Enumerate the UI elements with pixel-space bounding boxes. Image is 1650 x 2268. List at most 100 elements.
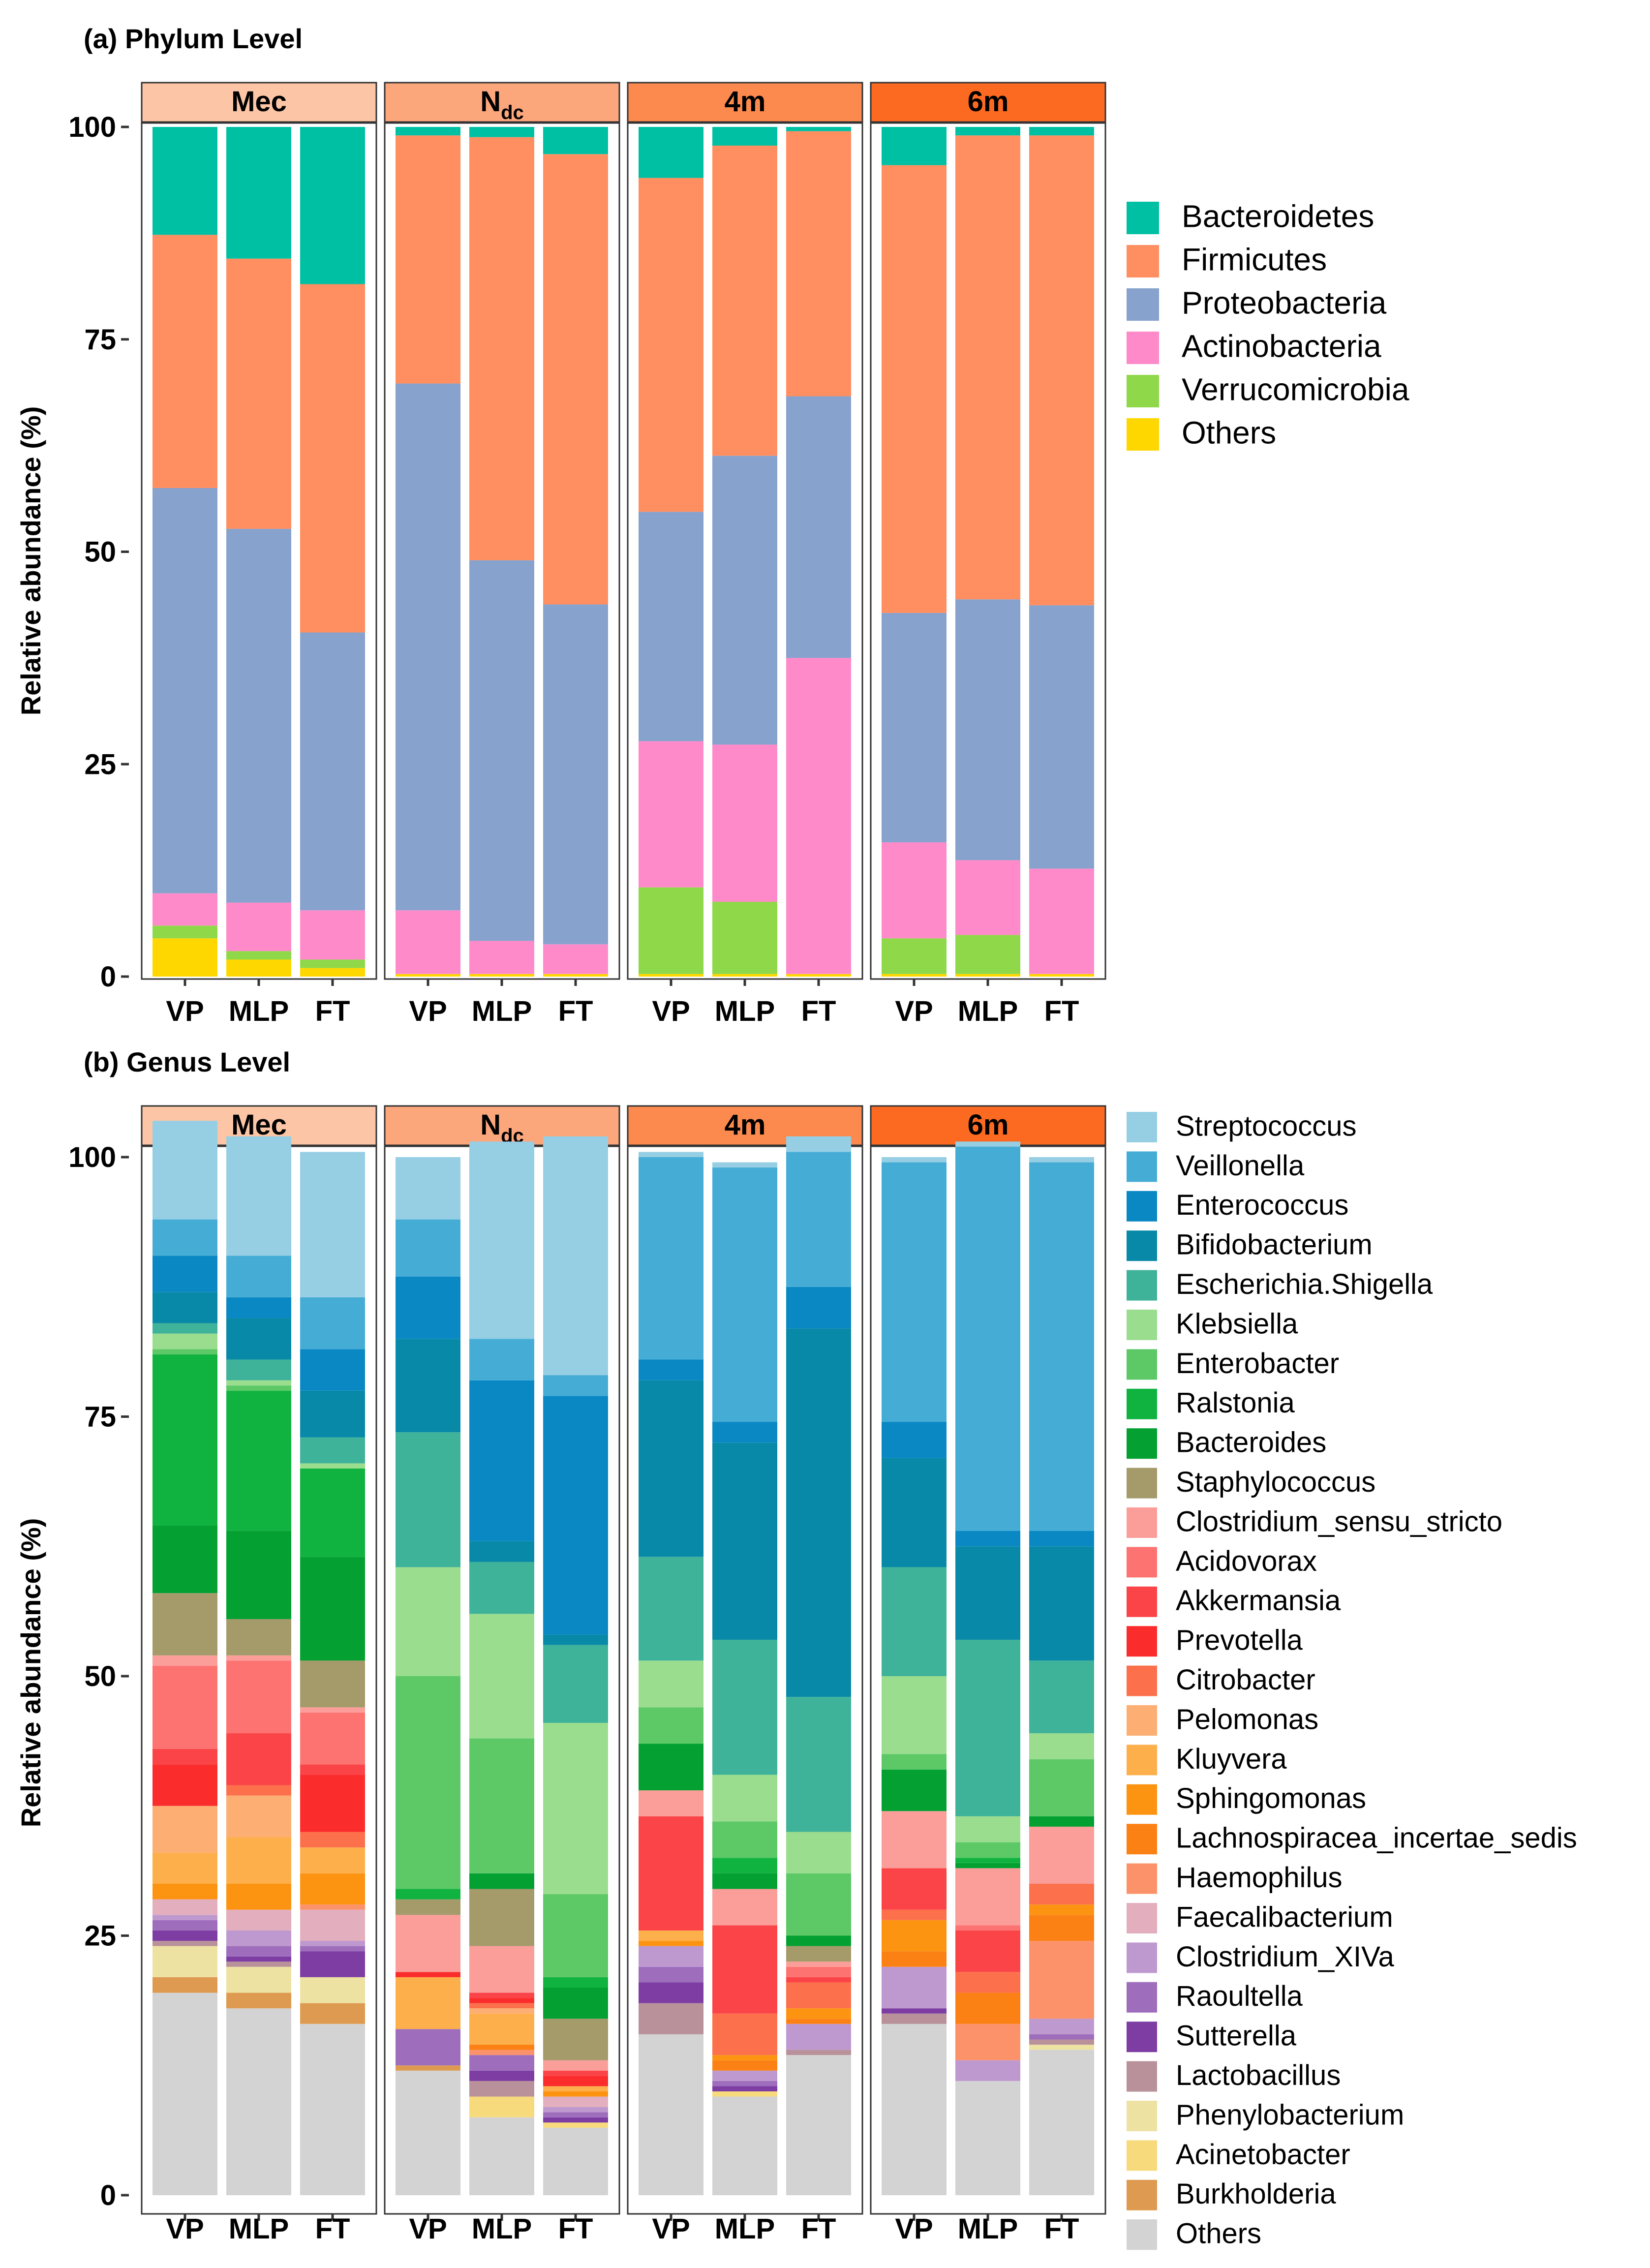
legend-label-raoultella: Raoultella xyxy=(1176,1980,1303,2012)
bar-ndc-vp-bacteroidetes xyxy=(396,127,460,136)
bar-mec-vp-streptococcus xyxy=(153,1121,217,1220)
bar-4m-ft-bacteroides xyxy=(786,1935,851,1946)
x-tick-label-mec-ft: FT xyxy=(315,2213,350,2245)
bar-6m-ft-streptococcus xyxy=(1029,1157,1094,1163)
bar-4m-mlp-raoultella xyxy=(712,2081,777,2086)
bar-ndc-vp-others xyxy=(396,974,460,977)
bar-6m-vp-clostridium-sensu-stricto xyxy=(882,1811,947,1869)
x-tick-label-ndc-vp: VP xyxy=(409,2213,447,2245)
bar-mec-vp-escherichia-shigella xyxy=(153,1323,217,1334)
bar-mec-vp-verrucomicrobia xyxy=(153,925,217,939)
legend-swatch-clostridium-xiva xyxy=(1127,1942,1157,1973)
y-tick-label-75: 75 xyxy=(84,324,116,356)
bar-ndc-vp-others xyxy=(396,2070,460,2195)
bar-4m-ft-proteobacteria xyxy=(786,396,851,658)
legend-swatch-klebsiella xyxy=(1127,1310,1157,1340)
legend-label-faecalibacterium: Faecalibacterium xyxy=(1176,1901,1393,1933)
bar-4m-ft-sphingomonas xyxy=(786,2008,851,2019)
bar-6m-mlp-lachnospiracea-incertae-sedis xyxy=(955,1992,1020,2024)
bar-6m-ft-clostridium-sensu-stricto xyxy=(1029,1826,1094,1884)
bar-mec-vp-faecalibacterium xyxy=(153,1899,217,1915)
legend-swatch-streptococcus xyxy=(1127,1112,1157,1142)
x-tick-label-4m-mlp: MLP xyxy=(715,2213,775,2245)
bar-ndc-mlp-staphylococcus xyxy=(469,1889,534,1946)
y-axis-label: Relative abundance (%) xyxy=(15,1518,46,1828)
legend-swatch-lachnospiracea-incertae-sedis xyxy=(1127,1824,1157,1855)
bar-6m-mlp-clostridium-xiva xyxy=(955,2060,1020,2081)
bar-4m-mlp-bacteroidetes xyxy=(712,127,777,146)
bar-mec-mlp-phenylobacterium xyxy=(226,1966,291,1993)
bar-ndc-ft-enterobacter xyxy=(543,1894,608,1977)
bar-6m-mlp-klebsiella xyxy=(955,1816,1020,1842)
bar-4m-ft-others xyxy=(786,2055,851,2195)
bar-6m-mlp-others xyxy=(955,974,1020,977)
legend-swatch-escherichia-shigella xyxy=(1127,1270,1157,1301)
bar-mec-mlp-sutterella xyxy=(226,1956,291,1962)
bar-6m-vp-bacteroidetes xyxy=(882,127,947,165)
bar-6m-ft-firmicutes xyxy=(1029,135,1094,606)
bar-6m-vp-enterococcus xyxy=(882,1422,947,1458)
bar-ndc-mlp-veillonella xyxy=(469,1339,534,1380)
bar-6m-ft-proteobacteria xyxy=(1029,605,1094,869)
bar-6m-ft-others xyxy=(1029,2050,1094,2195)
legend-label-verrucomicrobia: Verrucomicrobia xyxy=(1182,371,1409,407)
bar-mec-vp-ralstonia xyxy=(153,1354,217,1526)
bar-mec-mlp-verrucomicrobia xyxy=(226,951,291,960)
bar-mec-ft-bifidobacterium xyxy=(300,1390,365,1438)
bar-4m-vp-raoultella xyxy=(639,1966,703,1983)
bar-mec-vp-phenylobacterium xyxy=(153,1946,217,1977)
x-tick-label-mec-ft: FT xyxy=(315,995,350,1027)
legend-label-proteobacteria: Proteobacteria xyxy=(1182,285,1387,320)
bar-4m-mlp-enterobacter xyxy=(712,1821,777,1858)
y-tick-label-25: 25 xyxy=(84,748,116,780)
bar-ndc-mlp-citrobacter xyxy=(469,2003,534,2009)
legend-swatch-prevotella xyxy=(1127,1626,1157,1657)
x-tick-label-4m-vp: VP xyxy=(652,2213,690,2245)
bar-4m-mlp-others xyxy=(712,2096,777,2195)
x-tick-label-4m-ft: FT xyxy=(801,2213,836,2245)
bar-6m-mlp-bifidobacterium xyxy=(955,1546,1020,1640)
legend-swatch-akkermansia xyxy=(1127,1586,1157,1617)
legend-swatch-pelomonas xyxy=(1127,1705,1157,1736)
bar-ndc-ft-clostridium-sensu-stricto xyxy=(543,2060,608,2071)
bar-6m-ft-klebsiella xyxy=(1029,1733,1094,1759)
y-tick-label-75: 75 xyxy=(84,1401,116,1433)
bar-6m-vp-bifidobacterium xyxy=(882,1458,947,1567)
bar-4m-mlp-others xyxy=(712,974,777,977)
bar-mec-ft-klebsiella xyxy=(300,1463,365,1469)
legend-label-clostridium-sensu-stricto: Clostridium_sensu_stricto xyxy=(1176,1505,1502,1537)
bar-4m-mlp-acinetobacter xyxy=(712,2091,777,2097)
bar-mec-vp-kluyvera xyxy=(153,1852,217,1884)
bar-mec-vp-proteobacteria xyxy=(153,488,217,893)
bar-mec-ft-acidovorax xyxy=(300,1712,365,1765)
bar-ndc-mlp-raoultella xyxy=(469,2055,534,2071)
facet-label-6m: 6m xyxy=(968,1109,1009,1141)
bar-mec-mlp-kluyvera xyxy=(226,1837,291,1884)
bar-mec-vp-raoultella xyxy=(153,1920,217,1931)
bar-ndc-vp-actinobacteria xyxy=(396,910,460,974)
legend-swatch-bifidobacterium xyxy=(1127,1230,1157,1261)
legend-label-acidovorax: Acidovorax xyxy=(1176,1545,1317,1577)
bar-mec-ft-others xyxy=(300,2023,365,2195)
bar-ndc-mlp-pelomonas xyxy=(469,2008,534,2014)
facet-strip-mec xyxy=(141,82,377,123)
bar-4m-ft-acidovorax xyxy=(786,1966,851,1977)
bar-6m-vp-veillonella xyxy=(882,1162,947,1422)
bar-6m-ft-escherichia-shigella xyxy=(1029,1660,1094,1734)
bar-mec-vp-bifidobacterium xyxy=(153,1292,217,1323)
bar-4m-vp-sphingomonas xyxy=(639,1941,703,1946)
bar-mec-vp-clostridium-sensu-stricto xyxy=(153,1655,217,1666)
bar-ndc-ft-actinobacteria xyxy=(543,944,608,974)
bar-mec-vp-bacteroidetes xyxy=(153,127,217,235)
legend-swatch-enterobacter xyxy=(1127,1349,1157,1380)
bar-4m-ft-klebsiella xyxy=(786,1832,851,1873)
genus-panel: (b) Genus Level Relative abundance (%) 0 2… xyxy=(15,1046,1577,2250)
legend-swatch-others xyxy=(1127,418,1159,451)
legend-label-prevotella: Prevotella xyxy=(1176,1624,1303,1656)
bar-ndc-mlp-others xyxy=(469,974,534,977)
legend-label-clostridium-xiva: Clostridium_XIVa xyxy=(1176,1941,1394,1973)
bar-ndc-vp-bifidobacterium xyxy=(396,1339,460,1433)
bar-mec-mlp-clostridium-sensu-stricto xyxy=(226,1655,291,1661)
bar-ndc-vp-prevotella xyxy=(396,1972,460,1977)
bar-ndc-mlp-lactobacillus xyxy=(469,2081,534,2097)
